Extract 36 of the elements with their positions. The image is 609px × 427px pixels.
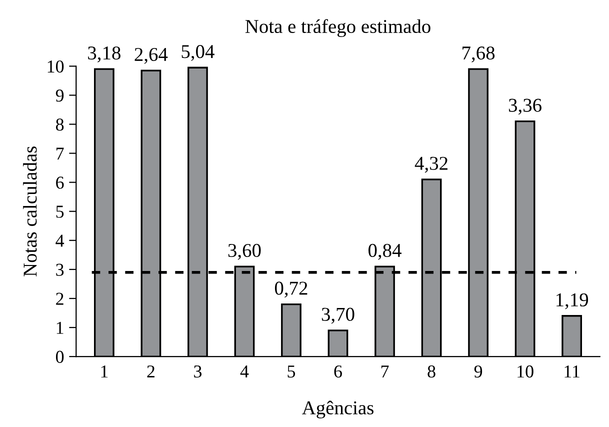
x-tick-label: 1 [101,365,108,378]
x-tick-label: 2 [147,365,154,378]
x-tick-label: 11 [564,365,580,378]
x-tick-label: 9 [474,365,482,378]
x-tick-label: 5 [288,366,296,378]
annotation: 0,84 [368,244,402,260]
y-tick-label: 10 [48,60,64,73]
annotation: 1,19 [556,293,588,310]
y-tick-label: 4 [56,234,64,247]
chart-title: Nota e tráfego estimado [245,19,430,38]
x-tick-label: 10 [518,365,534,378]
y-tick-label: 7 [56,148,64,160]
annotation: 0,72 [274,282,308,298]
y-tick-label: 0 [56,350,64,363]
y-tick-label: 1 [56,322,64,334]
y-tick-label: 5 [56,206,64,218]
annotation: 7,68 [462,46,495,62]
annotation: 3,60 [228,244,261,260]
x-axis-title: Agências [302,400,374,418]
annotation: 2,64 [134,48,168,64]
x-tick-label: 4 [240,366,249,378]
x-tick-label: 6 [334,365,342,378]
y-tick-label: 3 [56,264,64,276]
annotation: 3,36 [508,98,542,115]
annotation: 3,70 [322,308,354,324]
y-tick-label: 9 [56,90,64,102]
annotation: 5,04 [182,45,214,61]
annotation: 4,32 [414,156,448,173]
annotation: 3,18 [88,46,120,62]
y-axis-title: Notas calculadas [23,146,37,276]
y-tick-label: 6 [56,176,64,189]
y-tick-label: 8 [56,118,64,131]
x-tick-label: 7 [381,366,389,378]
x-tick-label: 3 [194,365,202,378]
y-tick-label: 2 [56,292,64,305]
x-tick-label: 8 [428,365,436,378]
